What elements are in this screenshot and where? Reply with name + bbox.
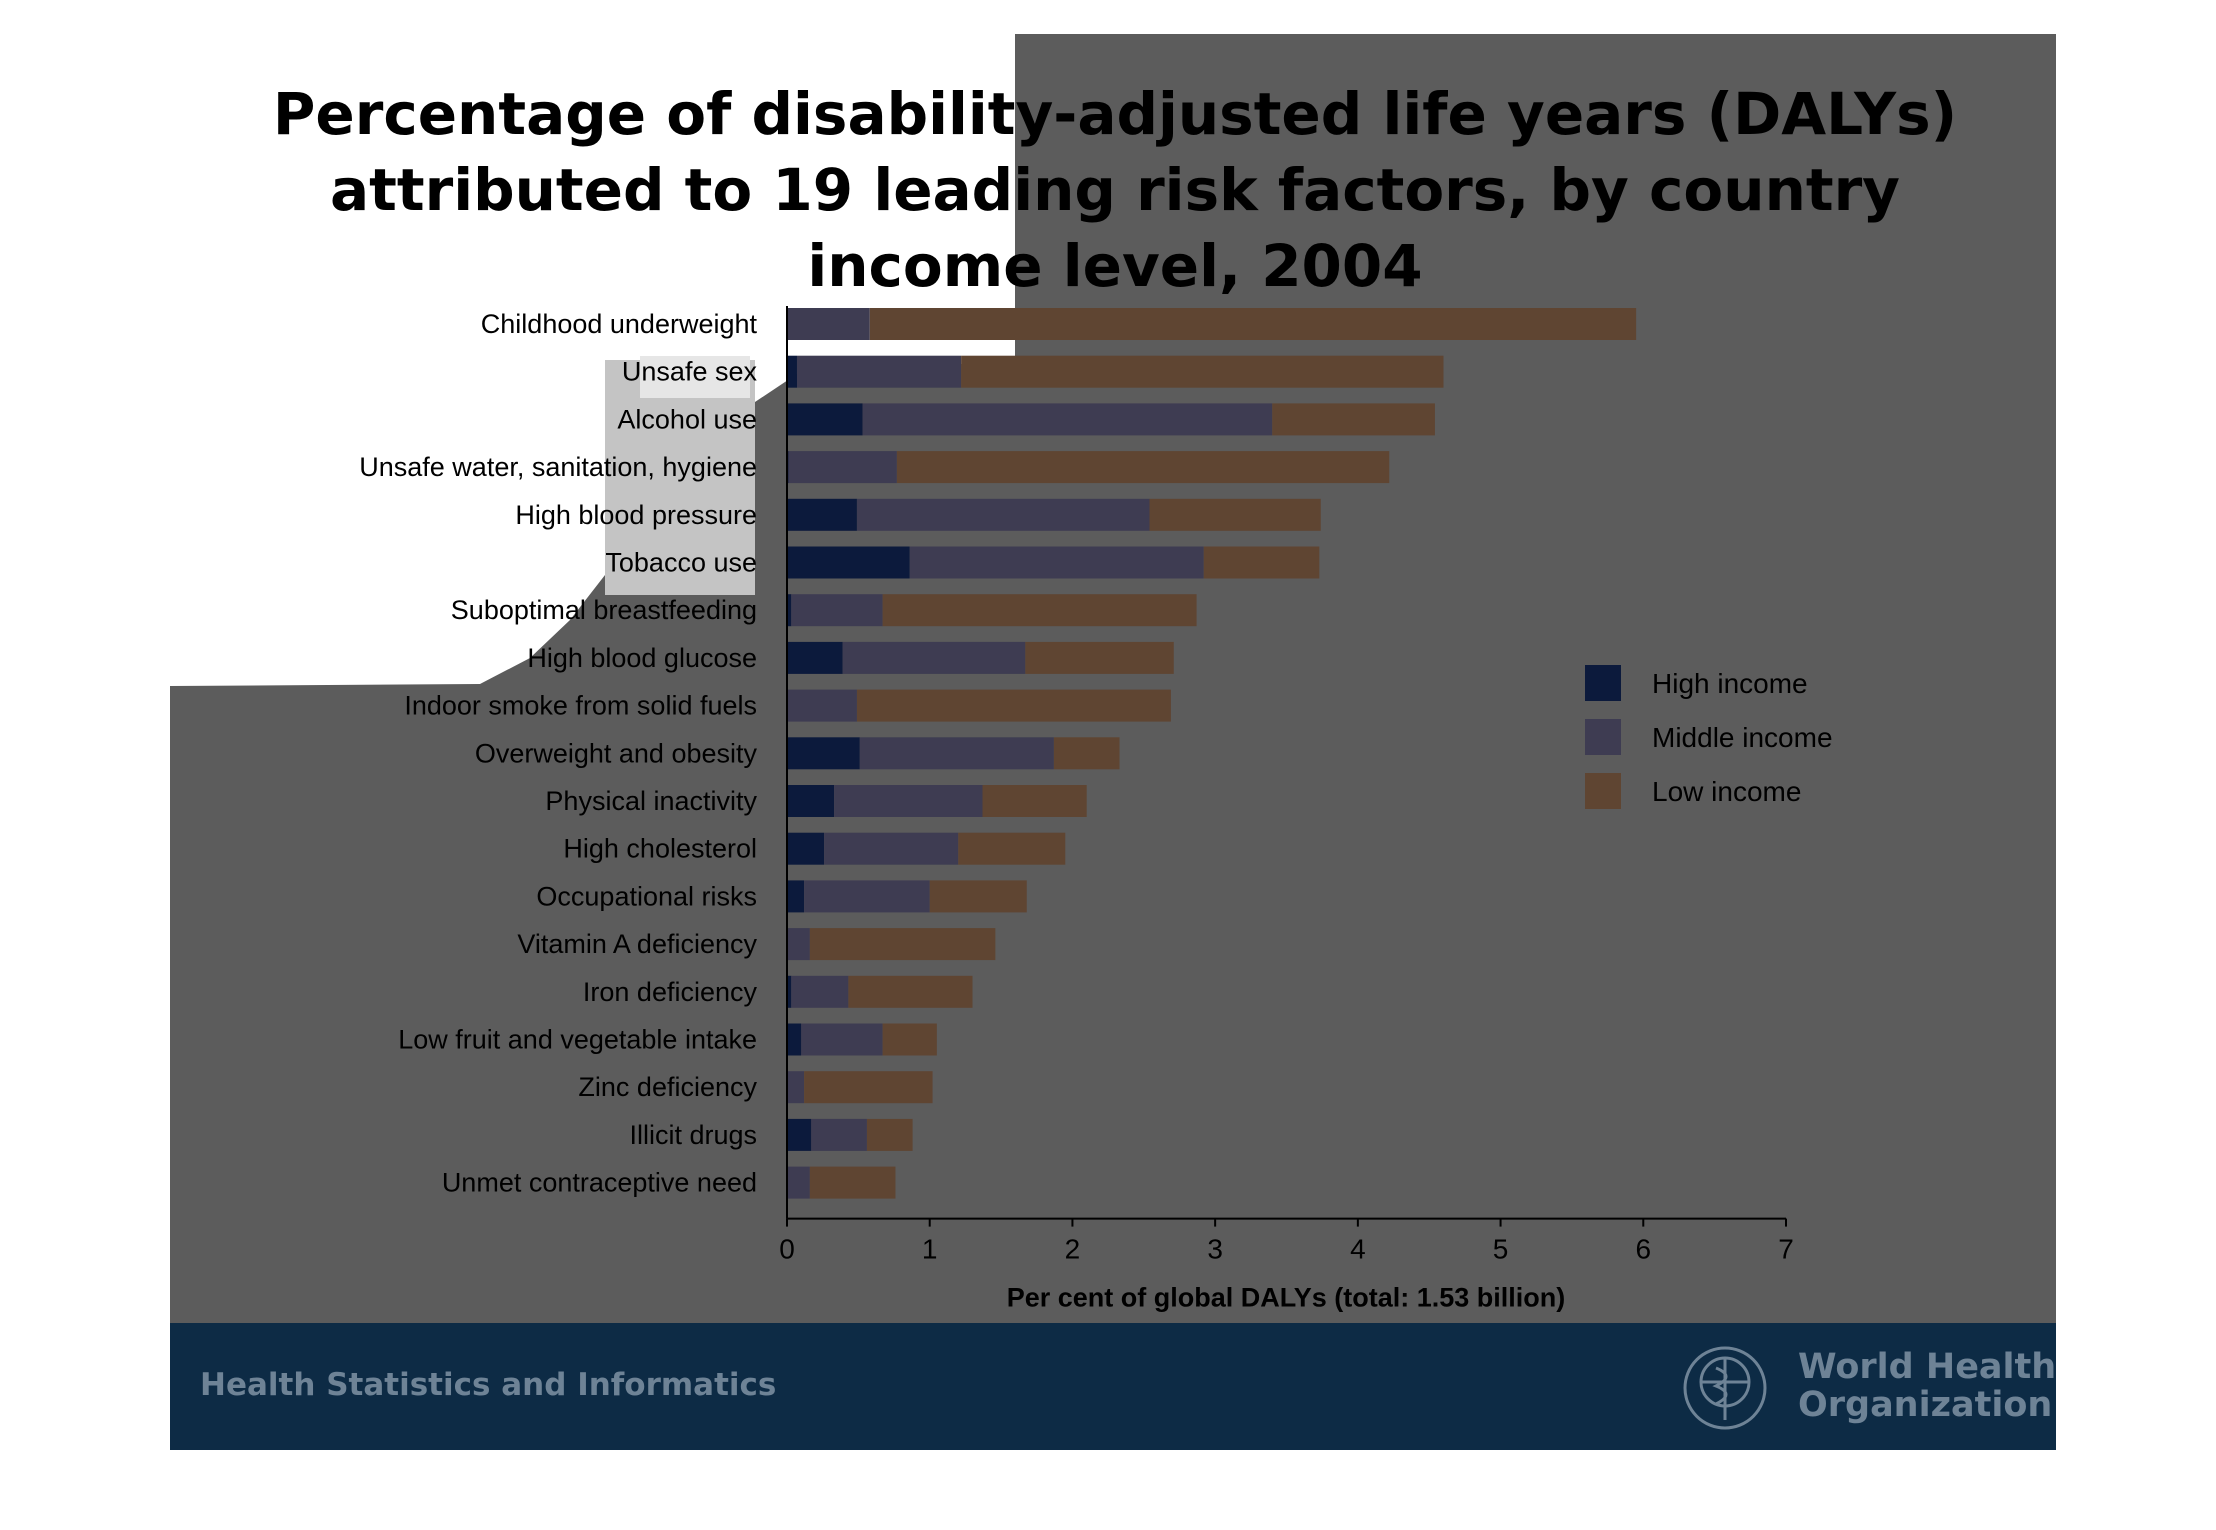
- bar-segment: [1149, 498, 1321, 531]
- gray-artifact-top: [640, 356, 750, 398]
- category-label: Unmet contraceptive need: [442, 1168, 757, 1198]
- bar-segment: [909, 546, 1204, 579]
- bar-segment: [787, 1023, 802, 1056]
- category-label: Childhood underweight: [481, 309, 758, 339]
- gray-artifact-block: [605, 360, 755, 595]
- x-tick-label: 4: [1350, 1234, 1366, 1265]
- bar-segment: [929, 880, 1027, 913]
- legend-label: Low income: [1652, 776, 1801, 807]
- footer-section-label: Health Statistics and Informatics: [200, 1367, 777, 1403]
- bar-segment: [856, 498, 1150, 531]
- who-wordmark-line1: World Health: [1798, 1347, 2057, 1387]
- category-label: Physical inactivity: [545, 786, 757, 816]
- chart-title: Percentage of disability-adjusted life y…: [272, 80, 1958, 300]
- bar-segment: [869, 308, 1637, 340]
- category-label: High blood pressure: [515, 500, 757, 530]
- bar-segment: [791, 594, 883, 627]
- category-label: High blood glucose: [527, 643, 757, 673]
- category-label: Indoor smoke from solid fuels: [404, 691, 757, 721]
- bar-segment: [804, 880, 930, 913]
- category-label: High cholesterol: [563, 834, 757, 864]
- bar-segment: [787, 403, 863, 436]
- category-label: Suboptimal breastfeeding: [451, 595, 757, 625]
- who-wordmark: World Health Organization: [1798, 1348, 2056, 1424]
- bar-segment: [1025, 641, 1174, 674]
- x-axis-label: Per cent of global DALYs (total: 1.53 bi…: [1007, 1283, 1566, 1313]
- bar-segment: [791, 975, 849, 1008]
- category-label: Vitamin A deficiency: [517, 929, 757, 959]
- category-label: Low fruit and vegetable intake: [398, 1025, 757, 1055]
- bar-segment: [1203, 546, 1320, 579]
- bar-segment: [787, 1166, 810, 1199]
- category-label: Overweight and obesity: [475, 738, 758, 768]
- category-label: Unsafe sex: [622, 357, 758, 387]
- bar-segment: [787, 1071, 805, 1104]
- bar-segment: [787, 594, 792, 627]
- bar-segment: [788, 451, 897, 484]
- x-tick-label: 3: [1207, 1234, 1223, 1265]
- bar-segment: [1053, 737, 1120, 770]
- bar-segment: [811, 1118, 867, 1151]
- bar-segment: [882, 594, 1197, 627]
- x-tick-label: 7: [1778, 1234, 1794, 1265]
- category-label: Iron deficiency: [583, 977, 758, 1007]
- bar-segment: [787, 641, 843, 674]
- category-label: Unsafe water, sanitation, hygiene: [359, 452, 757, 482]
- x-tick-label: 6: [1635, 1234, 1651, 1265]
- bar-segment: [859, 737, 1054, 770]
- chart-area: Childhood underweight Unsafe sex Alcohol u…: [359, 306, 1833, 1313]
- bar-segment: [801, 1023, 883, 1056]
- bar-segment: [824, 832, 959, 865]
- white-artifact: [170, 34, 1015, 686]
- bar-segment: [787, 546, 910, 579]
- x-tick-label: 5: [1493, 1234, 1509, 1265]
- bar-segment: [882, 1023, 937, 1056]
- bar-segment: [809, 928, 996, 961]
- bar-segment: [796, 355, 962, 388]
- bar-segment: [982, 785, 1087, 817]
- who-wordmark-line2: Organization: [1798, 1385, 2053, 1425]
- category-label: Zinc deficiency: [578, 1072, 757, 1102]
- bar-segment: [958, 832, 1066, 865]
- bar-segment: [856, 689, 1171, 722]
- footer-band: [170, 1323, 2056, 1450]
- bar-segment: [787, 975, 792, 1008]
- bar-segment: [804, 1071, 933, 1104]
- bar-segment: [787, 785, 835, 817]
- legend-swatch: [1585, 665, 1621, 701]
- bar-segment: [1272, 403, 1435, 436]
- x-tick-label: 2: [1065, 1234, 1081, 1265]
- bar-segment: [834, 785, 983, 817]
- bar-segment: [787, 689, 857, 722]
- legend-swatch: [1585, 773, 1621, 809]
- legend-label: High income: [1652, 668, 1808, 699]
- bar-segment: [787, 308, 870, 340]
- x-tick-label: 1: [922, 1234, 938, 1265]
- bar-segment: [787, 832, 825, 865]
- bar-segment: [787, 737, 860, 770]
- bar-segment: [961, 355, 1444, 388]
- category-label: Occupational risks: [536, 881, 757, 911]
- legend-swatch: [1585, 719, 1621, 755]
- bar-segment: [848, 975, 973, 1008]
- bar-segment: [787, 928, 810, 961]
- legend-label: Middle income: [1652, 722, 1833, 753]
- who-emblem-icon: [1683, 1346, 1767, 1430]
- bar-segment: [866, 1118, 913, 1151]
- category-label: Illicit drugs: [629, 1120, 757, 1150]
- bar-segment: [809, 1166, 896, 1199]
- bar-segment: [787, 498, 857, 531]
- x-tick-label: 0: [779, 1234, 795, 1265]
- bar-segment: [787, 1118, 812, 1151]
- bar-segment: [787, 355, 797, 388]
- bar-segment: [842, 641, 1026, 674]
- category-label: Alcohol use: [617, 404, 757, 434]
- bar-segment: [896, 451, 1390, 484]
- bar-segment: [787, 880, 805, 913]
- category-label: Tobacco use: [605, 548, 757, 578]
- bar-segment: [862, 403, 1273, 436]
